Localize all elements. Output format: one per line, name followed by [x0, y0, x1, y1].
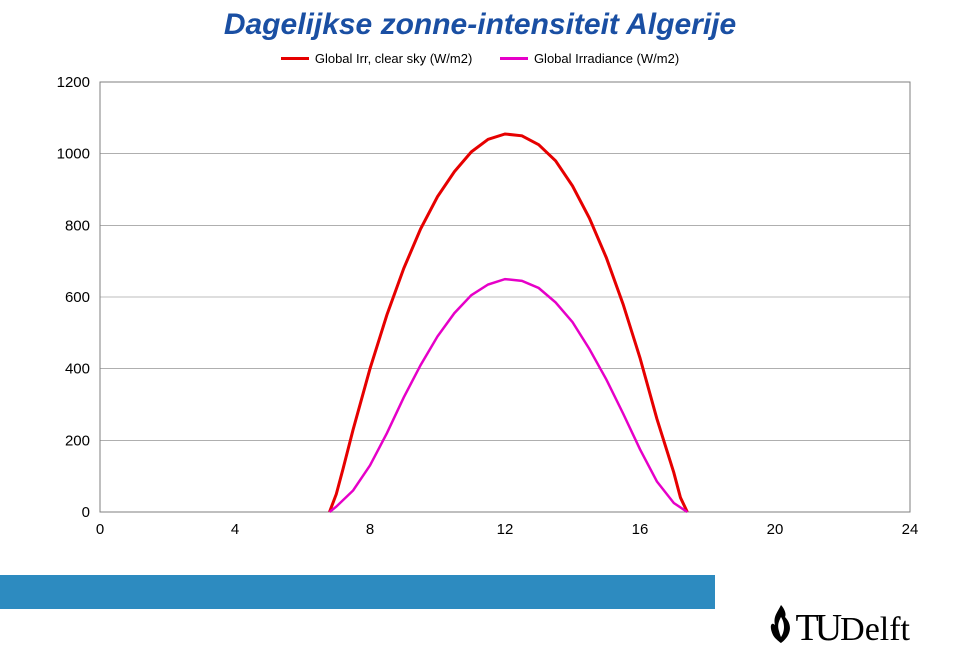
flame-icon	[767, 603, 795, 647]
logo-delft: Delft	[840, 613, 910, 647]
legend-label-1: Global Irr, clear sky (W/m2)	[315, 51, 472, 66]
line-chart: 0 200 400 600 800 1000 1200 0 4 8 12 16 20 24	[40, 72, 920, 552]
legend-item-2: Global Irradiance (W/m2)	[500, 51, 679, 66]
tudelft-logo: TU Delft	[767, 603, 910, 647]
svg-text:0: 0	[82, 504, 90, 521]
chart-title: Dagelijkse zonne-intensiteit Algerije	[0, 8, 960, 42]
svg-text:1000: 1000	[57, 146, 90, 163]
legend-swatch-2	[500, 57, 528, 60]
svg-text:800: 800	[65, 217, 90, 234]
logo-tu: TU	[795, 609, 838, 647]
legend-label-2: Global Irradiance (W/m2)	[534, 51, 679, 66]
svg-text:24: 24	[902, 521, 919, 538]
svg-text:4: 4	[231, 521, 239, 538]
svg-text:400: 400	[65, 361, 90, 378]
svg-text:20: 20	[767, 521, 784, 538]
legend-item-1: Global Irr, clear sky (W/m2)	[281, 51, 472, 66]
svg-text:1200: 1200	[57, 74, 90, 91]
svg-text:600: 600	[65, 289, 90, 306]
chart-legend: Global Irr, clear sky (W/m2) Global Irra…	[0, 48, 960, 66]
svg-text:200: 200	[65, 432, 90, 449]
svg-text:8: 8	[366, 521, 374, 538]
legend-swatch-1	[281, 57, 309, 60]
svg-text:0: 0	[96, 521, 104, 538]
svg-text:12: 12	[497, 521, 514, 538]
svg-text:16: 16	[632, 521, 649, 538]
footer-bar	[0, 575, 715, 609]
